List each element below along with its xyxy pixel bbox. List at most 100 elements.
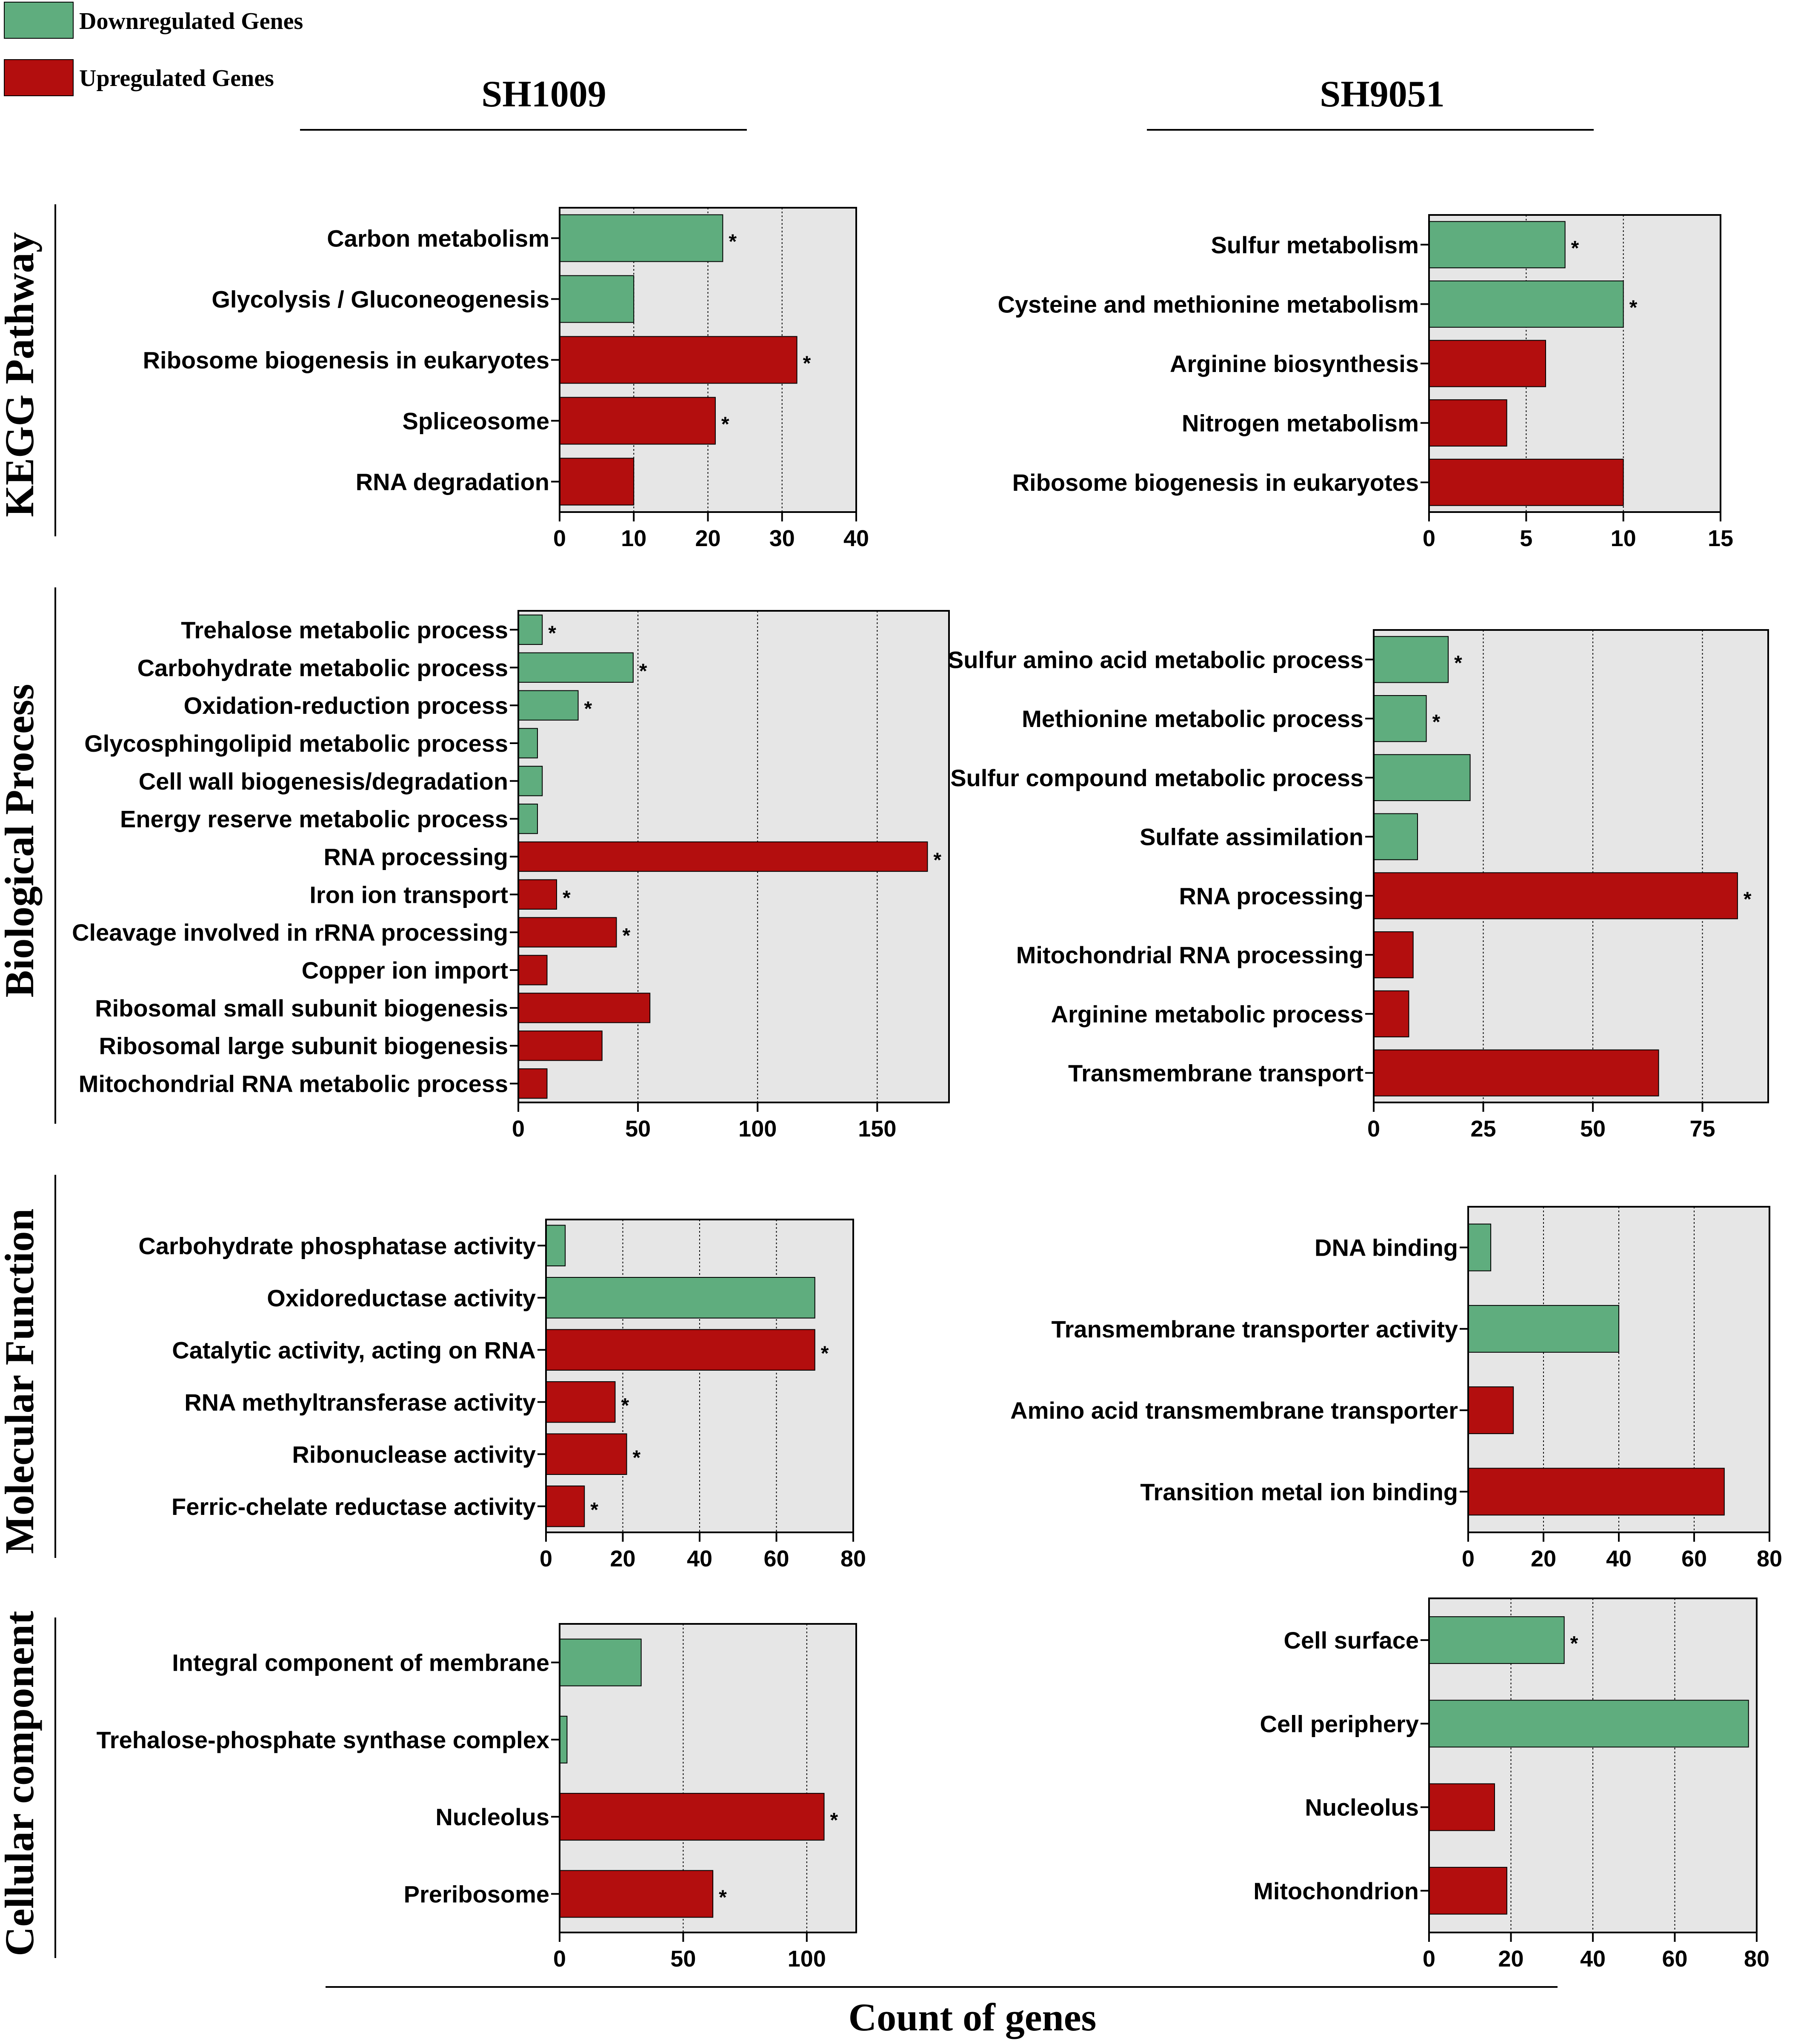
significance-star: * [1744,888,1752,910]
significance-star: * [633,1446,641,1469]
legend-swatch-downregulated [4,2,74,39]
bar-cysteine-and-methionine-metabolism [1429,280,1624,328]
significance-star: * [548,622,556,644]
category-label: Carbon metabolism [327,225,549,252]
bar-cell-periphery [1429,1700,1749,1748]
x-tick-label: 80 [1744,1946,1769,1972]
column-title-sh9051: SH9051 [1320,74,1444,115]
x-tick-label: 60 [763,1546,789,1572]
significance-star: * [803,352,811,375]
plot-frame [517,610,950,1103]
x-tick-label: 75 [1689,1116,1715,1142]
category-label: Arginine biosynthesis [1170,350,1419,377]
category-label: Methionine metabolic process [1022,705,1363,732]
x-tick-label: 20 [1498,1946,1523,1972]
bar-rna-processing [518,841,928,872]
bar-transition-metal-ion-binding [1468,1468,1725,1516]
chart-sh1009-molecular-function: Carbohydrate phosphatase activity Oxidore… [138,1219,866,1572]
x-tick-label: 50 [1580,1116,1606,1142]
bar-nucleolus [559,1793,825,1841]
category-label: Sulfur amino acid metabolic process [948,646,1363,673]
chart-panels: Carbon metabolism * Glycolysis / Gluconeog… [72,207,1782,1972]
category-label: Mitochondrial RNA processing [1016,942,1363,968]
category-label: Ferric-chelate reductase activity [171,1493,536,1520]
x-tick-label: 5 [1520,526,1532,551]
significance-star: * [1570,1632,1578,1655]
x-tick-label: 0 [1367,1116,1380,1142]
bar-amino-acid-transmembrane-transporter [1468,1386,1514,1434]
bar-arginine-metabolic-process [1373,990,1409,1037]
bar-integral-component-of-membrane [559,1638,642,1686]
significance-star: * [590,1499,598,1521]
category-label: Ribosomal large subunit biogenesis [99,1033,509,1059]
category-label: Mitochondrial RNA metabolic process [79,1071,508,1097]
category-label: Transmembrane transporter activity [1052,1316,1458,1343]
bar-carbohydrate-metabolic-process [518,652,634,683]
bar-energy-reserve-metabolic-process [518,804,538,834]
x-tick-label: 80 [840,1546,866,1572]
category-label: RNA methyltransferase activity [184,1389,536,1416]
bar-sulfur-metabolism [1429,221,1566,269]
x-tick-label: 50 [625,1116,651,1142]
significance-star: * [1454,652,1462,674]
category-label: Nucleolus [435,1804,549,1830]
bar-carbohydrate-phosphatase-activity [546,1225,566,1267]
bar-ribosomal-large-subunit-biogenesis [518,1031,603,1061]
bar-cell-surface [1429,1616,1565,1664]
bar-carbon-metabolism [559,214,723,262]
plot-frame [559,1623,857,1933]
bar-methionine-metabolic-process [1373,695,1427,742]
significance-star: * [1571,237,1579,260]
category-label: Preribosome [404,1881,549,1907]
legend: Downregulated Genes Upregulated Genes [4,2,303,96]
bar-glycolysis-gluconeogenesis [559,275,635,323]
x-tick-label: 30 [769,526,795,551]
category-label: Arginine metabolic process [1051,1001,1363,1028]
chart-sh9051-cellular-component: Cell surface * Cell periphery Nucleolus Mito… [1253,1597,1769,1972]
category-label: Transmembrane transport [1068,1060,1363,1087]
xaxis-title: Count of genes [849,1995,1097,2039]
row-label-cellular-component: Cellular component [0,1611,42,1956]
significance-star: * [821,1342,829,1365]
bar-oxidoreductase-activity [546,1277,815,1319]
category-label: Ribosome biogenesis in eukaryotes [143,347,549,374]
category-label: Cleavage involved in rRNA processing [72,919,508,946]
category-label: RNA processing [1179,882,1363,909]
x-tick-label: 40 [1606,1546,1632,1572]
bar-arginine-biosynthesis [1429,340,1546,387]
significance-star: * [729,231,737,253]
x-tick-label: 0 [1423,526,1435,551]
column-title-sh1009: SH1009 [481,74,606,115]
bar-iron-ion-transport [518,879,557,910]
significance-star: * [623,925,631,947]
category-label: Sulfur compound metabolic process [950,764,1363,791]
category-label: Trehalose metabolic process [181,616,508,643]
x-tick-label: 25 [1470,1116,1496,1142]
bar-nucleolus [1429,1783,1495,1831]
category-label: Spliceosome [403,408,549,435]
bar-transmembrane-transporter-activity [1468,1305,1619,1353]
category-label: DNA binding [1315,1234,1458,1261]
legend-swatch-upregulated [4,59,74,96]
bar-ribosome-biogenesis-in-eukaryotes [1429,458,1624,506]
x-tick-label: 20 [610,1546,635,1572]
category-label: Ribonuclease activity [292,1441,536,1468]
row-label-kegg: KEGG Pathway [0,232,42,517]
category-label: Integral component of membrane [172,1649,549,1676]
chart-sh1009-cellular-component: Integral component of membrane Trehalose-… [97,1623,857,1972]
bar-glycosphingolipid-metabolic-process [518,728,538,759]
row-label-molecular-function: Molecular Function [0,1208,42,1554]
category-label: RNA processing [323,844,508,870]
bar-cell-wall-biogenesis-degradation [518,766,543,796]
category-label: Trehalose-phosphate synthase complex [97,1726,549,1753]
category-label: Cell periphery [1260,1710,1419,1737]
category-label: Glycolysis / Gluconeogenesis [212,286,549,313]
bar-ribonuclease-activity [546,1433,627,1475]
x-tick-label: 0 [553,1946,566,1972]
bar-preribosome [559,1870,714,1918]
x-tick-label: 60 [1681,1546,1707,1572]
x-tick-label: 10 [621,526,646,551]
category-label: Sulfur metabolism [1211,232,1419,258]
x-tick-label: 80 [1757,1546,1782,1572]
